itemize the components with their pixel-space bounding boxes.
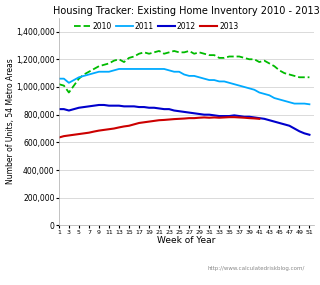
Y-axis label: Number of Units, 54 Metro Areas: Number of Units, 54 Metro Areas: [5, 59, 14, 184]
X-axis label: Week of Year: Week of Year: [157, 236, 216, 245]
Title: Housing Tracker: Existing Home Inventory 2010 - 2013: Housing Tracker: Existing Home Inventory…: [53, 5, 320, 16]
Text: http://www.calculatedriskblog.com/: http://www.calculatedriskblog.com/: [207, 266, 304, 271]
Legend: 2010, 2011, 2012, 2013: 2010, 2011, 2012, 2013: [74, 22, 238, 30]
